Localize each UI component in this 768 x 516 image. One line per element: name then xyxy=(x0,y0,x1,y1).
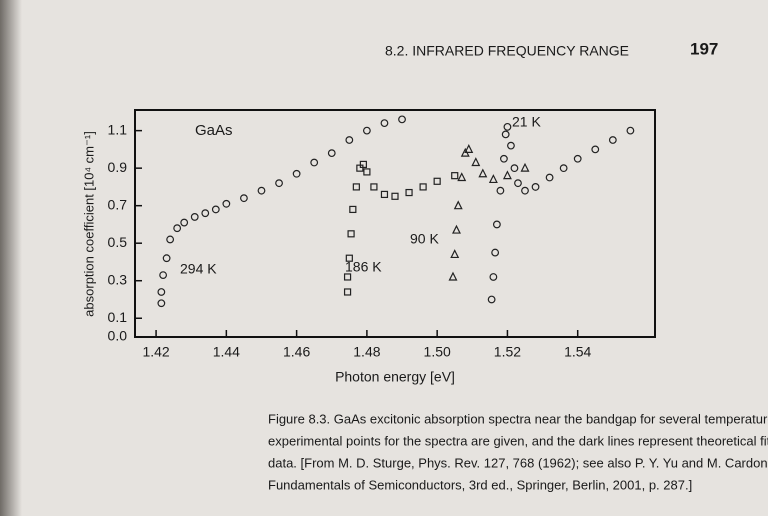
x-tick-label: 1.48 xyxy=(353,344,380,360)
series-label: 21 K xyxy=(512,114,541,130)
data-point xyxy=(520,162,530,172)
data-point xyxy=(492,220,501,229)
data-point xyxy=(405,188,413,197)
data-point xyxy=(380,119,389,128)
data-point xyxy=(457,172,467,182)
x-tick-label: 1.54 xyxy=(564,344,591,360)
data-point xyxy=(487,295,496,304)
data-point xyxy=(573,154,582,163)
data-point xyxy=(507,141,515,150)
x-tick-label: 1.52 xyxy=(494,344,521,360)
x-tick-label: 1.50 xyxy=(424,344,451,360)
data-point xyxy=(211,205,220,214)
data-point xyxy=(391,192,399,200)
data-point xyxy=(180,218,189,227)
data-point xyxy=(343,288,352,296)
y-tick-label: 0.7 xyxy=(108,196,128,212)
data-point xyxy=(489,273,498,281)
data-point xyxy=(450,249,460,259)
data-point xyxy=(451,172,459,180)
data-point xyxy=(545,173,554,182)
data-point xyxy=(478,168,488,178)
data-point xyxy=(327,149,336,158)
data-point xyxy=(162,254,171,263)
data-point xyxy=(370,183,378,191)
data-point xyxy=(514,179,522,188)
caption-line: Figure 8.3. GaAs excitonic absorption sp… xyxy=(268,411,768,426)
data-point xyxy=(359,160,367,169)
data-point xyxy=(419,183,427,191)
page-number: 197 xyxy=(690,39,718,58)
data-point xyxy=(190,213,199,221)
data-point xyxy=(166,235,175,244)
data-point xyxy=(347,230,355,238)
data-point xyxy=(464,144,474,153)
data-point xyxy=(257,186,266,195)
running-header: 8.2. INFRARED FREQUENCY RANGE xyxy=(385,43,629,59)
data-point xyxy=(349,205,357,214)
data-point xyxy=(471,157,481,167)
data-point xyxy=(496,186,505,195)
caption-line: data. [From M. D. Sturge, Phys. Rev. 127… xyxy=(268,455,768,470)
data-point xyxy=(157,299,166,308)
data-point xyxy=(501,130,510,139)
data-point xyxy=(240,194,248,203)
y-tick-label: 0.0 xyxy=(108,328,128,344)
data-point xyxy=(159,271,168,279)
data-point xyxy=(433,177,441,185)
x-axis-label: Photon energy [eV] xyxy=(335,369,455,385)
data-point xyxy=(343,273,352,281)
series-label: 90 K xyxy=(410,231,439,247)
data-point xyxy=(448,271,458,281)
data-point xyxy=(591,145,600,154)
data-point xyxy=(201,209,210,218)
data-point xyxy=(345,254,353,262)
data-point xyxy=(491,248,500,257)
y-tick-label: 0.5 xyxy=(108,234,128,250)
data-point xyxy=(363,168,371,176)
data-point xyxy=(503,122,512,131)
data-point xyxy=(173,224,182,233)
data-point xyxy=(531,183,540,191)
annotation: GaAs xyxy=(195,122,233,139)
data-point xyxy=(453,200,463,210)
data-point xyxy=(380,190,389,199)
data-point xyxy=(352,183,360,191)
series-label: 294 K xyxy=(180,261,217,277)
data-point xyxy=(222,199,231,208)
series-label: 186 K xyxy=(345,259,382,275)
data-point xyxy=(452,224,461,234)
data-point xyxy=(275,179,283,188)
x-tick-label: 1.42 xyxy=(142,344,169,360)
data-point xyxy=(292,169,301,178)
y-tick-label: 1.1 xyxy=(108,121,128,137)
data-point xyxy=(510,164,519,173)
caption-line: experimental points for the spectra are … xyxy=(268,433,768,448)
data-point xyxy=(157,288,166,296)
data-point xyxy=(502,170,512,180)
data-point xyxy=(500,154,508,163)
x-tick-label: 1.44 xyxy=(213,344,240,360)
data-point xyxy=(488,174,498,184)
data-point xyxy=(626,126,635,135)
data-point xyxy=(362,126,371,135)
y-tick-label: 0.1 xyxy=(108,309,128,325)
caption-line: Fundamentals of Semiconductors, 3rd ed.,… xyxy=(268,477,692,492)
y-tick-label: 0.3 xyxy=(108,271,128,287)
data-point xyxy=(521,186,529,195)
plot-frame xyxy=(134,109,656,338)
data-point xyxy=(345,136,354,144)
y-tick-label: 0.9 xyxy=(108,159,128,175)
data-point xyxy=(608,136,617,144)
y-axis-label: absorption coefficient [10⁴ cm⁻¹] xyxy=(81,131,96,317)
data-point xyxy=(310,158,319,167)
data-point xyxy=(398,115,406,124)
data-point xyxy=(559,164,568,173)
x-tick-label: 1.46 xyxy=(283,344,310,360)
binding-shadow xyxy=(0,0,22,516)
